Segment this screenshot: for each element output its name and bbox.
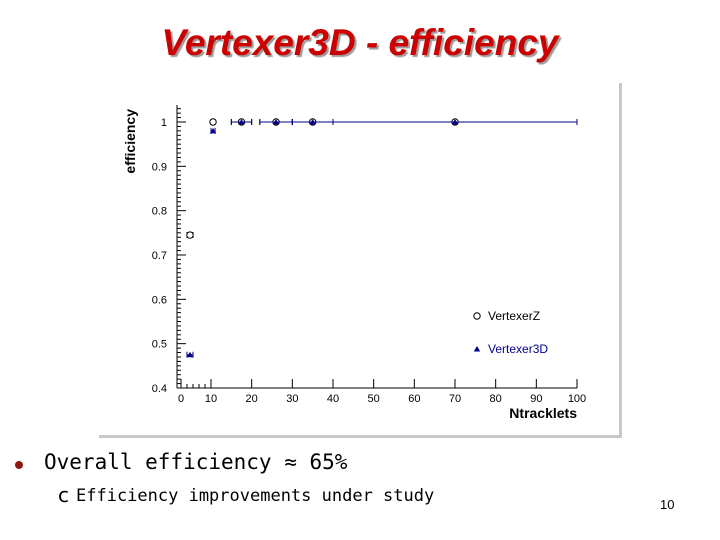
plot-panel: 0.4 0.5 0.6 0.7 0.8 0.9 1 0 10 20 30 40 50 60 70 80 90 10… (99, 83, 622, 438)
x-tick-label: 0 (178, 393, 184, 405)
point-Vertexer3D-3 (272, 119, 280, 125)
point-Vertexer3D-2 (238, 119, 245, 125)
y-axis-title: efficiency (122, 109, 138, 174)
series-layer (186, 118, 578, 358)
x-tick-label: 40 (327, 393, 339, 405)
y-tick-label: 0.8 (152, 206, 167, 218)
legend-marker-vertexer3D (473, 346, 481, 352)
x-tick-label: 30 (286, 393, 298, 405)
legend-label-vertexerZ: VertexerZ (488, 309, 540, 323)
page-number: 10 (660, 497, 675, 512)
point-VertexerZ-0 (186, 231, 194, 239)
legend-marker-vertexerZ (473, 312, 481, 320)
point-Vertexer3D-0 (186, 351, 194, 358)
x-tick-label: 10 (205, 393, 217, 405)
x-tick-label: 100 (568, 393, 586, 405)
y-tick-label: 0.9 (152, 161, 167, 173)
x-tick-label: 80 (490, 393, 502, 405)
slide-title: Vertexer3D - efficiency (161, 22, 559, 63)
x-axis-title: Ntracklets (509, 405, 577, 421)
y-tick-label: 1 (161, 117, 167, 129)
efficiency-chart: 0.40.50.60.70.80.910 10 20 30 40 50 60 70 80 90 10… (122, 105, 586, 421)
x-tick-label: 50 (368, 393, 380, 405)
y-tick-label: 0.5 (152, 339, 167, 351)
x-tick-label: 60 (408, 393, 420, 405)
bullet-overall-efficiency: Overall efficiency ≈ 65% (44, 450, 348, 474)
point-Vertexer3D-1 (209, 127, 217, 134)
bullet-dot-icon (15, 461, 23, 469)
x-tick-label: 70 (449, 393, 461, 405)
y-tick-label: 0.7 (152, 250, 167, 262)
legend: VertexerZ Vertexer3D (473, 309, 548, 356)
x-tick-label: 90 (530, 393, 542, 405)
sub-bullet-improvements: Efficiency improvements under study (76, 486, 435, 506)
y-tick-label: 0.4 (152, 383, 167, 395)
axes-layer: 0.40.50.60.70.80.910 10 20 30 40 50 60 70 80 90 10… (122, 105, 586, 421)
y-tick-label: 0.6 (152, 294, 167, 306)
legend-label-vertexer3D: Vertexer3D (488, 342, 548, 356)
point-Vertexer3D-4 (309, 119, 316, 125)
point-VertexerZ-1 (209, 118, 217, 126)
x-tick-label: 20 (246, 393, 258, 405)
sub-bullet-marker-icon: c (58, 483, 69, 507)
point-Vertexer3D-5 (451, 119, 459, 125)
